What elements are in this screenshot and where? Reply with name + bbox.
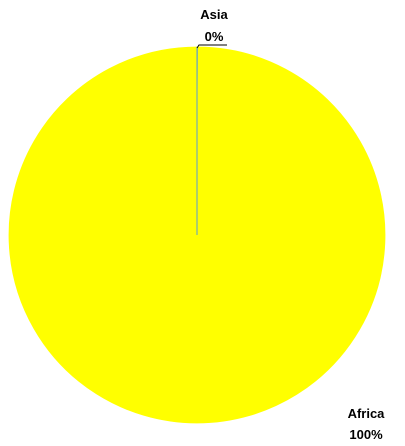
leader-line-asia [196,44,227,49]
leader-lines [196,44,227,49]
pie-slices [8,46,386,424]
slice-label-asia-name: Asia [200,7,228,22]
slice-labels: Africa 100% Asia 0% [200,7,385,442]
slice-label-africa-percent: 100% [349,427,383,442]
slice-label-africa-name: Africa [348,406,386,421]
slice-label-asia-percent: 0% [205,29,224,44]
